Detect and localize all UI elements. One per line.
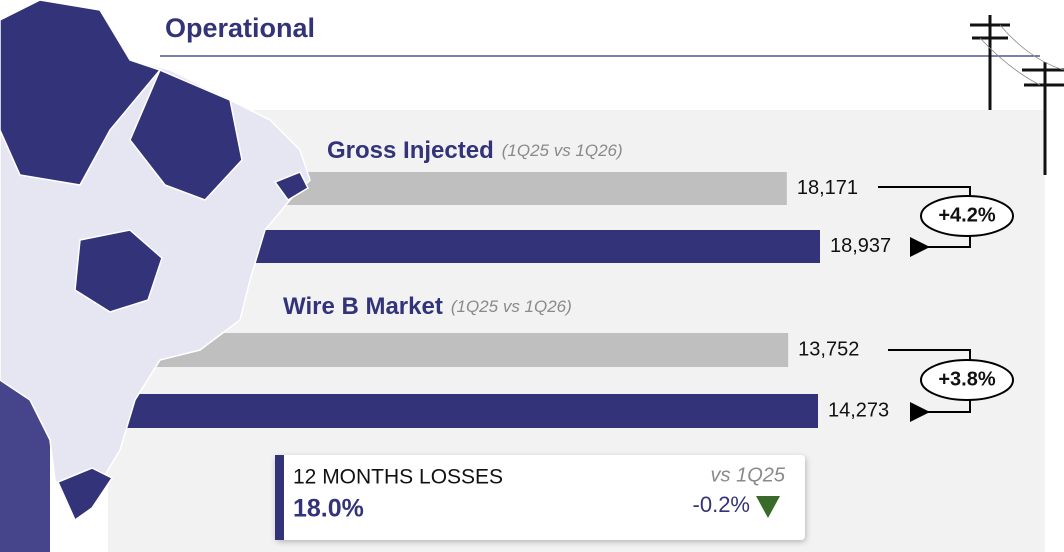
losses-change: -0.2% <box>693 492 750 517</box>
change-badge <box>920 195 1014 237</box>
bar-label: 18,171 <box>797 177 858 199</box>
bar <box>0 394 818 428</box>
section-heading: Wire B Market (1Q25 vs 1Q26) <box>283 293 572 320</box>
bar-label: 13,752 <box>798 338 859 360</box>
bar-label: 18,937 <box>830 235 891 257</box>
power-poles <box>970 15 1064 175</box>
map-state <box>273 171 309 201</box>
change: +4.2% <box>938 204 995 226</box>
losses-comparison: vs 1Q25 <box>711 464 786 486</box>
losses-card: 12 MONTHS LOSSES 18.0% vs 1Q25 -0.2% <box>275 455 805 540</box>
title: Operational <box>165 13 315 43</box>
section-period: (1Q25 vs 1Q26) <box>451 297 572 316</box>
map-state <box>0 0 162 186</box>
map-state <box>129 69 243 201</box>
section-heading: Gross Injected (1Q25 vs 1Q26) <box>327 137 623 164</box>
map-state <box>74 229 163 313</box>
bar-label: 14,273 <box>828 399 889 421</box>
section-period: (1Q25 vs 1Q26) <box>502 141 623 160</box>
map-state <box>56 467 114 522</box>
losses-value: 18.0% <box>293 495 364 523</box>
change-badge <box>920 359 1014 401</box>
down-arrow <box>756 496 780 518</box>
change: +3.8% <box>938 368 995 390</box>
losses-title: 12 MONTHS LOSSES <box>293 466 503 489</box>
section-title: Gross Injected <box>327 137 494 164</box>
map <box>0 0 311 522</box>
section-title: Wire B Market <box>283 293 443 320</box>
